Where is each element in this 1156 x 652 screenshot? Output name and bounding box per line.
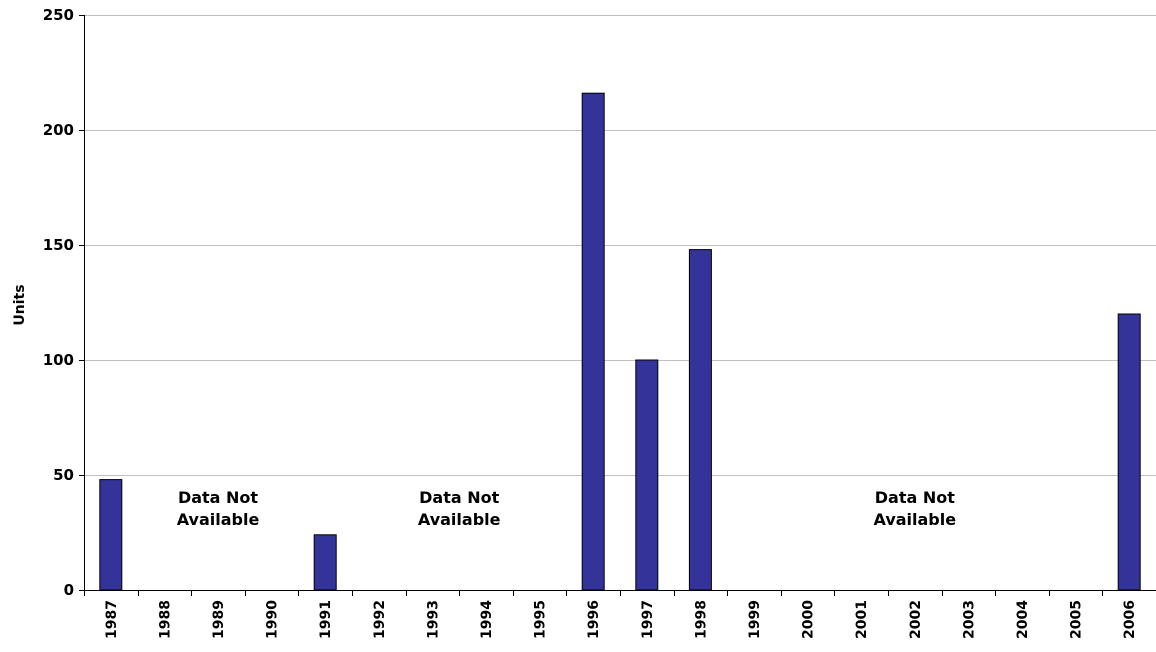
bar-1996: [581, 92, 605, 591]
y-axis-title: Units: [12, 284, 28, 325]
x-tick-label: 1987: [104, 600, 120, 639]
gridlines: [84, 15, 1156, 476]
annotation-text: Data Not: [178, 488, 258, 507]
x-tick-label: 1989: [211, 600, 227, 639]
x-tick-labels: 1987 1988 1989 1990 1991 1992 1993 1994 1995 1996…: [104, 600, 1138, 639]
x-tick-label: 1992: [372, 600, 388, 639]
annotations: Data Not Available Data Not Available Data N…: [177, 488, 957, 529]
y-tick-labels: 0 50 100 150 200 250: [43, 6, 74, 599]
y-tick-label: 100: [43, 351, 74, 369]
x-tick-label: 1994: [479, 600, 495, 639]
x-tick-label: 2002: [908, 600, 924, 639]
x-tick-label: 1998: [693, 600, 709, 639]
annotation-text: Available: [418, 510, 501, 529]
y-tick-label: 250: [43, 6, 74, 24]
y-tick-label: 150: [43, 236, 74, 254]
y-tick-label: 50: [53, 466, 74, 484]
x-tick-label: 2005: [1069, 600, 1085, 639]
y-tick-label: 200: [43, 121, 74, 139]
bar-1987: [99, 479, 123, 591]
bar-1998: [688, 249, 712, 591]
annotation-text: Data Not: [875, 488, 955, 507]
y-tick-label: 0: [64, 581, 74, 599]
x-tick-label: 1997: [640, 600, 656, 639]
x-tick-label: 1999: [747, 600, 763, 639]
x-tick-label: 1996: [586, 600, 602, 639]
axes: [79, 15, 1156, 596]
x-tick-label: 1988: [157, 600, 173, 639]
bar-2006: [1117, 313, 1141, 591]
x-tick-label: 2003: [961, 600, 977, 639]
annotation-text: Available: [874, 510, 957, 529]
x-tick-label: 2006: [1122, 600, 1138, 639]
x-tick-label: 1991: [318, 600, 334, 639]
x-tick-label: 2001: [854, 600, 870, 639]
x-tick-label: 2004: [1015, 600, 1031, 639]
x-tick-label: 2000: [801, 600, 817, 639]
bar-1997: [635, 359, 659, 591]
annotation-text: Data Not: [419, 488, 499, 507]
x-tick-label: 1990: [265, 600, 281, 639]
x-tick-label: 1993: [425, 600, 441, 639]
x-tick-label: 1995: [533, 600, 549, 639]
annotation-text: Available: [177, 510, 260, 529]
bar-1991: [313, 534, 337, 591]
